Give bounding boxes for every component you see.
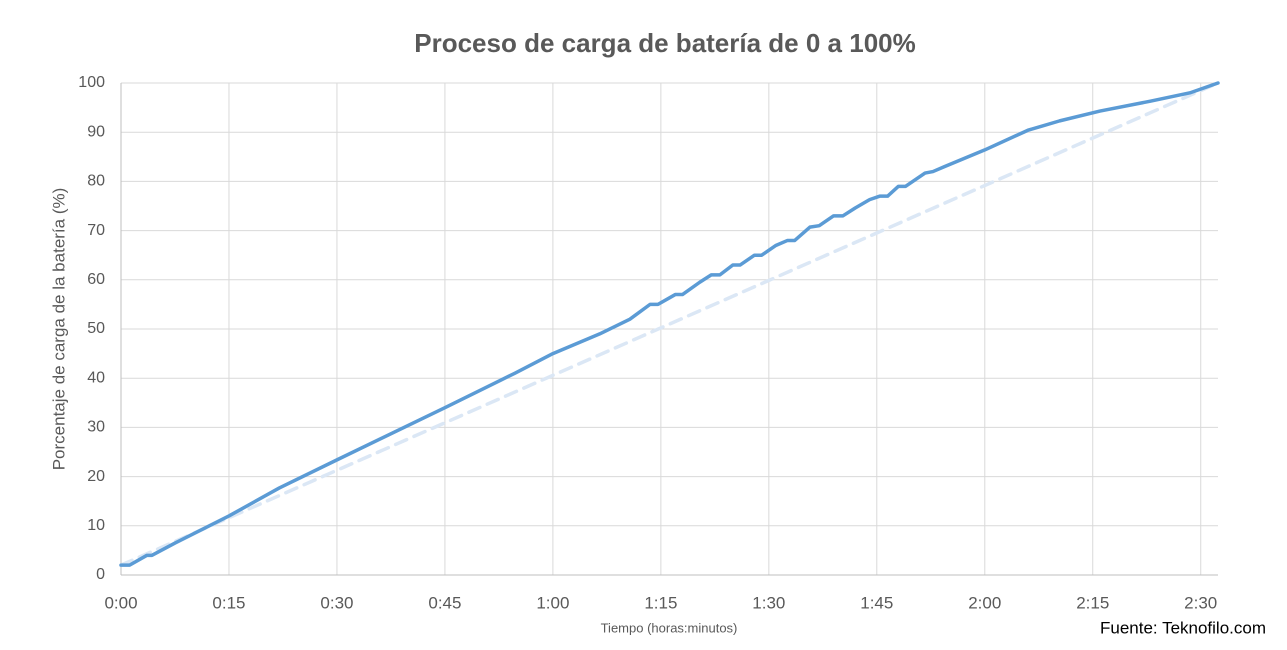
x-tick-label: 2:00: [968, 593, 1001, 612]
y-tick-label: 50: [87, 320, 105, 337]
data-line: [119, 81, 1220, 567]
x-tick-label: 1:00: [536, 593, 569, 612]
y-tick-label: 70: [87, 222, 105, 239]
chart-title: Proceso de carga de batería de 0 a 100%: [414, 28, 915, 58]
data-line: [119, 81, 1220, 567]
x-tick-label: 2:30: [1184, 593, 1217, 612]
source-note: Fuente: Teknofilo.com: [1100, 618, 1266, 637]
y-axis-label: Porcentaje de carga de la batería (%): [49, 188, 68, 471]
x-tick-label: 2:15: [1076, 593, 1109, 612]
y-tick-label: 80: [87, 173, 105, 190]
x-tick-label: 1:30: [752, 593, 785, 612]
y-tick-label: 0: [96, 566, 105, 583]
x-axis-label: Tiempo (horas:minutos): [601, 620, 738, 635]
x-tick-label: 1:45: [860, 593, 893, 612]
x-tick-label: 0:30: [320, 593, 353, 612]
y-tick-label: 40: [87, 369, 105, 386]
y-tick-label: 90: [87, 123, 105, 140]
y-tick-label: 100: [78, 74, 105, 91]
y-tick-label: 20: [87, 468, 105, 485]
x-tick-label: 0:15: [212, 593, 245, 612]
x-tick-label: 0:00: [104, 593, 137, 612]
y-tick-label: 60: [87, 271, 105, 288]
x-tick-label: 1:15: [644, 593, 677, 612]
y-tick-label: 30: [87, 419, 105, 436]
y-tick-label: 10: [87, 517, 105, 534]
x-tick-label: 0:45: [428, 593, 461, 612]
